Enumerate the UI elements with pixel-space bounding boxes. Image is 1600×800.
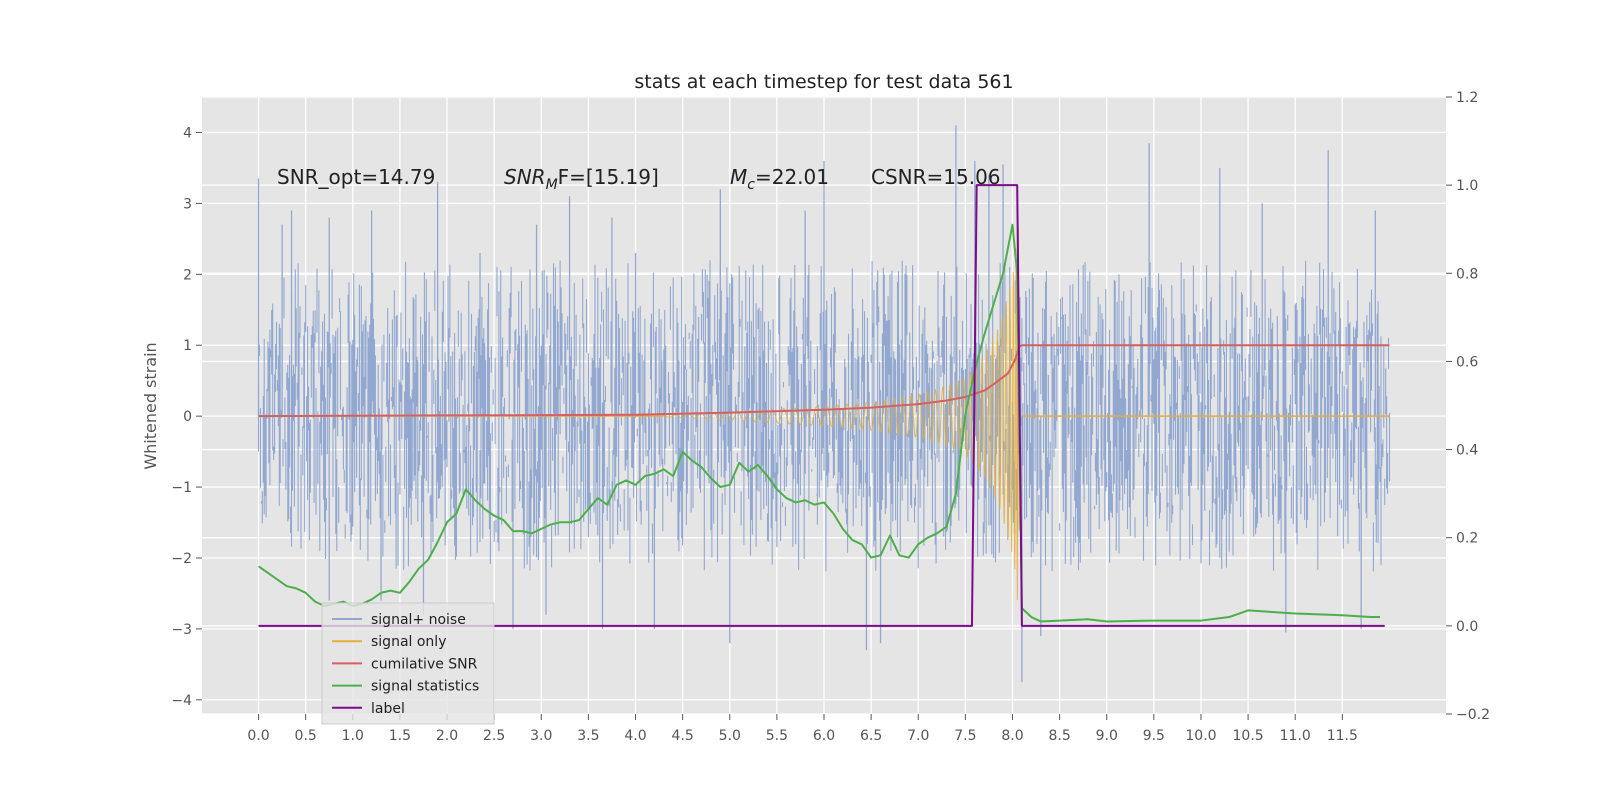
annotation-mc-sub: c [747, 177, 755, 193]
x-tick-label: 4.5 [672, 728, 694, 744]
signal-only-trace [663, 228, 1020, 601]
legend: signal+ noise signal only cumilative SNR si… [321, 602, 495, 725]
y2-tick-label: 0.6 [1456, 354, 1478, 370]
y-axis-left: 4 3 2 1 0 −1 −2 −3 −4 [171, 125, 202, 709]
x-tick-label: 7.0 [907, 728, 929, 744]
y-tick-label: −2 [171, 551, 192, 567]
x-tick-label: 5.0 [719, 728, 741, 744]
x-tick-label: 0.5 [295, 728, 317, 744]
x-tick-label: 8.5 [1048, 728, 1070, 744]
x-tick-label: 10.0 [1185, 728, 1216, 744]
annotation-snr-mf-rest: F=[15.19] [558, 165, 659, 189]
y-tick-label: 3 [183, 196, 192, 212]
x-tick-label: 5.5 [766, 728, 788, 744]
annotation-csnr: CSNR=15.06 [871, 165, 1001, 189]
x-axis: 0.0 0.5 1.0 1.5 2.0 2.5 3.0 3.5 4.0 4.5 5.0 5.5 6.0 6… [247, 714, 1358, 744]
series-cumilative-snr [258, 344, 1390, 418]
x-tick-label: 11.5 [1327, 728, 1358, 744]
y2-tick-label: 0.4 [1456, 443, 1478, 459]
y2-tick-label: 1.2 [1456, 90, 1478, 106]
legend-label: signal+ noise [371, 612, 466, 628]
x-tick-label: 1.0 [342, 728, 364, 744]
x-tick-label: 11.0 [1280, 728, 1311, 744]
annotation-mc-rest: =22.01 [755, 165, 829, 189]
x-tick-label: 3.0 [530, 728, 552, 744]
x-tick-label: 9.0 [1096, 728, 1118, 744]
x-tick-label: 0.0 [247, 728, 269, 744]
chart-title: stats at each timestep for test data 561 [634, 71, 1013, 93]
legend-box [321, 602, 495, 725]
y-tick-label: 1 [183, 338, 192, 354]
x-tick-label: 4.0 [624, 728, 646, 744]
x-tick-label: 9.5 [1143, 728, 1165, 744]
legend-label: label [371, 701, 405, 717]
annotation-snr-opt: SNR_opt=14.79 [277, 165, 435, 189]
y-axis-right: 1.2 1.0 0.8 0.6 0.4 0.2 0.0 −0.2 [1446, 90, 1490, 723]
y2-tick-label: 0.2 [1456, 531, 1478, 547]
annotation-snr-mf-sub: M [546, 177, 558, 193]
x-tick-label: 2.0 [436, 728, 458, 744]
y2-tick-label: 0.0 [1456, 619, 1478, 635]
x-tick-label: 1.5 [389, 728, 411, 744]
y-tick-label: 4 [183, 125, 192, 141]
plot-area [257, 125, 1391, 683]
x-tick-label: 2.5 [483, 728, 505, 744]
series-layer [257, 125, 1391, 683]
y-tick-label: −4 [171, 693, 192, 709]
annotations: SNR_opt=14.79 SNRMF=[15.19] Mc=22.01 CSN… [277, 165, 1001, 193]
y2-tick-label: −0.2 [1456, 707, 1490, 723]
x-tick-label: 3.5 [577, 728, 599, 744]
x-tick-label: 7.5 [954, 728, 976, 744]
annotation-snr-mf-main: SNR [504, 165, 546, 189]
x-tick-label: 6.5 [860, 728, 882, 744]
legend-label: signal only [371, 634, 446, 650]
series-signal-statistics [257, 223, 1381, 623]
x-tick-label: 6.0 [813, 728, 835, 744]
y-tick-label: 2 [183, 267, 192, 283]
annotation-mc: Mc=22.01 [730, 165, 829, 193]
y-tick-label: −3 [171, 622, 192, 638]
legend-items: signal+ noise signal only cumilative SNR si… [332, 612, 479, 717]
annotation-snr-mf: SNRMF=[15.19] [504, 165, 659, 193]
y2-tick-label: 0.8 [1456, 266, 1478, 282]
annotation-mc-main: M [730, 165, 747, 189]
x-tick-label: 10.5 [1233, 728, 1264, 744]
y2-tick-label: 1.0 [1456, 178, 1478, 194]
y-tick-label: −1 [171, 480, 192, 496]
legend-label: cumilative SNR [371, 656, 478, 672]
series-label [258, 184, 1385, 627]
y-tick-label: 0 [183, 409, 192, 425]
x-tick-label: 8.0 [1001, 728, 1023, 744]
y-axis-label: Whitened strain [141, 342, 160, 469]
legend-label: signal statistics [371, 679, 479, 695]
series-signal-noise [257, 125, 1391, 683]
